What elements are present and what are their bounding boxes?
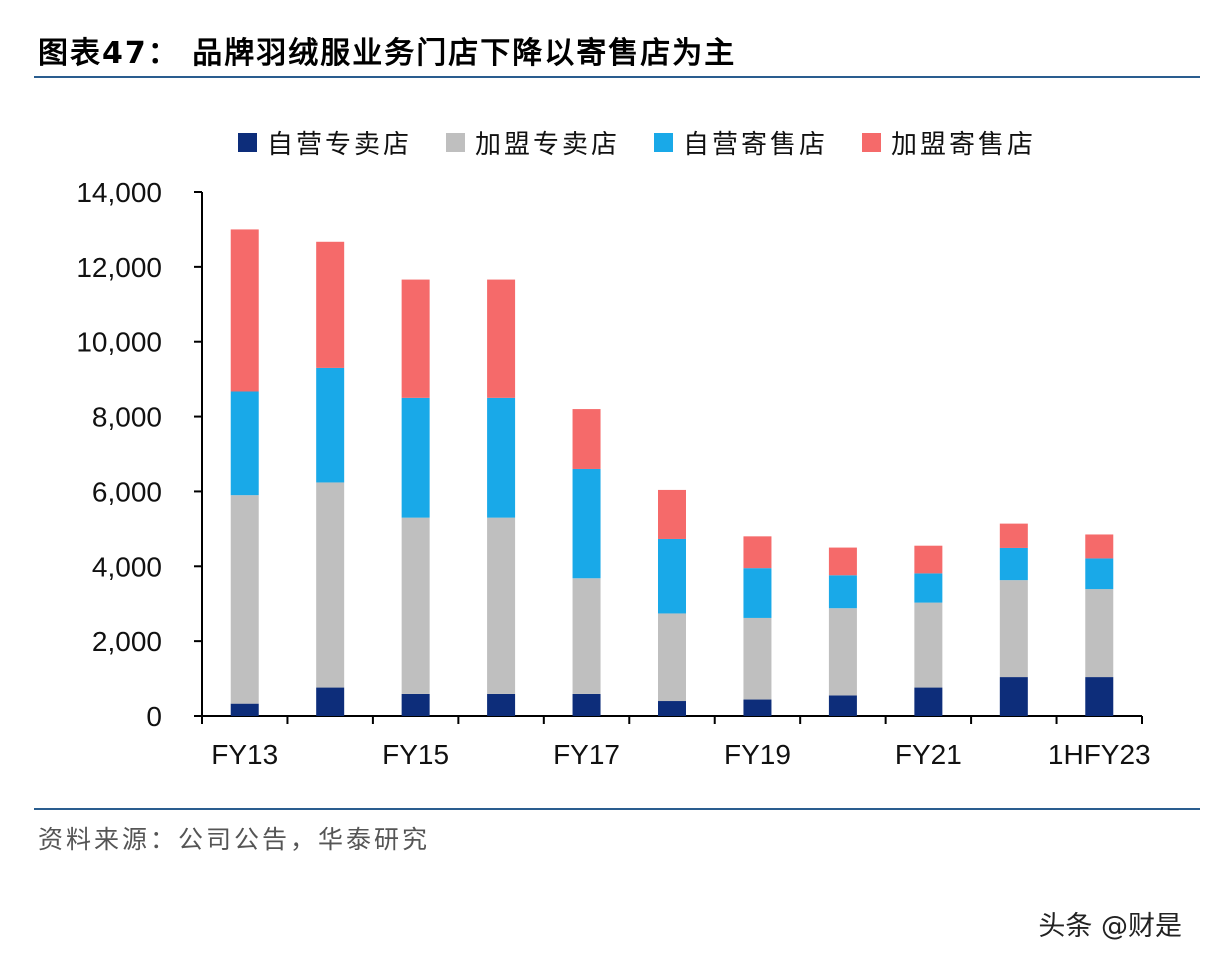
bar-segment <box>828 547 857 576</box>
chart-title: 图表47： 品牌羽绒服业务门店下降以寄售店为主 <box>38 36 737 71</box>
x-tick-label: FY19 <box>724 739 791 770</box>
bar-segment <box>999 547 1028 581</box>
bar-stack <box>828 547 857 716</box>
bar-segment <box>999 580 1028 678</box>
bar-segment <box>914 602 943 688</box>
source-divider <box>34 808 1200 810</box>
bar-stack <box>743 536 772 716</box>
legend-item-franchise-consignment: 加盟寄售店 <box>862 124 1036 161</box>
bar-stack <box>914 545 943 716</box>
title-divider <box>34 76 1200 78</box>
bar-segment <box>316 367 345 483</box>
bar-segment <box>658 613 686 702</box>
x-tick-label: FY13 <box>211 739 278 770</box>
bar-segment <box>828 575 857 609</box>
bar-stack <box>316 241 345 716</box>
y-tick-label: 2,000 <box>92 626 162 657</box>
bar-segment <box>230 391 259 496</box>
y-tick-label: 6,000 <box>92 476 162 507</box>
legend-swatch <box>654 133 674 152</box>
bar-segment <box>401 279 430 398</box>
x-tick-label: FY15 <box>382 739 449 770</box>
bar-segment <box>316 241 345 368</box>
bar-segment <box>401 397 430 518</box>
y-tick-label: 8,000 <box>92 402 162 433</box>
bar-segment <box>572 693 601 716</box>
bar-stack <box>1085 534 1114 716</box>
bar-stack <box>999 523 1028 716</box>
legend: 自营专卖店 加盟专卖店 自营寄售店 加盟寄售店 <box>238 124 1070 161</box>
bar-segment <box>1085 589 1114 678</box>
bar-segment <box>999 677 1028 716</box>
stacked-bar-chart: 0 2,000 4,000 6,000 8,000 10,000 12,000 14,000 F… <box>76 177 1151 770</box>
bar-segment <box>1085 558 1114 590</box>
source-note: 资料来源：公司公告，华泰研究 <box>38 825 431 854</box>
legend-label: 加盟专卖店 <box>475 130 621 160</box>
bar-segment <box>401 517 430 694</box>
bar-segment <box>401 693 430 716</box>
legend-item-self-consignment: 自营寄售店 <box>654 124 828 161</box>
bar-stack <box>572 409 601 716</box>
bar-stack <box>401 279 430 716</box>
bar-segment <box>914 687 943 716</box>
y-tick-label: 14,000 <box>76 177 162 208</box>
bar-segment <box>743 536 772 569</box>
bar-segment <box>658 538 686 614</box>
legend-swatch <box>446 133 466 152</box>
bar-segment <box>999 523 1028 548</box>
bar-segment <box>743 568 772 618</box>
bar-segment <box>828 695 857 716</box>
bar-segment <box>230 703 259 716</box>
bar-segment <box>743 699 772 716</box>
legend-label: 自营寄售店 <box>683 130 829 160</box>
bar-segment <box>1085 534 1114 559</box>
legend-label: 加盟寄售店 <box>891 130 1037 160</box>
bar-segment <box>487 517 516 694</box>
x-tick-label: 1HFY23 <box>1048 739 1151 770</box>
bar-stack <box>230 229 259 716</box>
watermark: 头条 @财是 <box>1038 911 1182 942</box>
legend-item-franchise-store: 加盟专卖店 <box>446 124 620 161</box>
y-tick-label: 0 <box>146 701 162 732</box>
bar-segment <box>658 701 686 716</box>
bar-stack <box>658 489 686 716</box>
bar-segment <box>1085 677 1114 716</box>
bar-segment <box>230 229 259 392</box>
bar-stack <box>487 279 516 716</box>
bar-segment <box>658 489 686 539</box>
bar-segment <box>572 578 601 694</box>
y-tick-label: 4,000 <box>92 551 162 582</box>
bar-segment <box>572 468 601 579</box>
bar-segment <box>487 279 516 398</box>
bar-segment <box>316 687 345 716</box>
bar-segment <box>914 573 943 603</box>
legend-item-self-store: 自营专卖店 <box>238 124 412 161</box>
bar-segment <box>572 409 601 469</box>
legend-label: 自营专卖店 <box>267 130 413 160</box>
bar-segment <box>828 608 857 696</box>
x-tick-label: FY17 <box>553 739 620 770</box>
legend-swatch <box>862 133 882 152</box>
x-tick-label: FY21 <box>895 739 962 770</box>
bar-segment <box>487 693 516 716</box>
bar-segment <box>316 482 345 688</box>
legend-swatch <box>238 133 257 152</box>
bar-segment <box>743 617 772 700</box>
bar-segment <box>487 397 516 518</box>
bar-segment <box>914 545 943 574</box>
bar-segment <box>230 495 259 704</box>
y-tick-label: 10,000 <box>76 327 162 358</box>
y-tick-label: 12,000 <box>76 252 162 283</box>
